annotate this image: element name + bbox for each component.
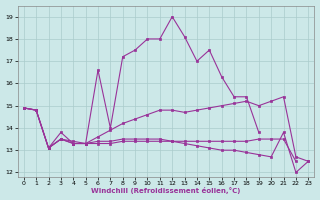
X-axis label: Windchill (Refroidissement éolien,°C): Windchill (Refroidissement éolien,°C) [91, 187, 241, 194]
